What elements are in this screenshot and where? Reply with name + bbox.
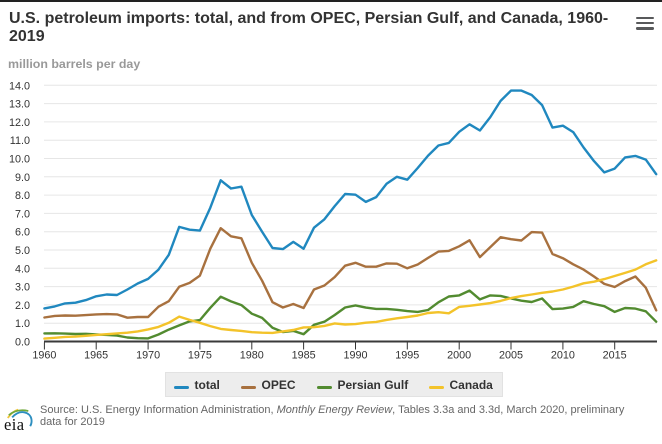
svg-text:7.0: 7.0 xyxy=(15,208,30,220)
svg-text:6.0: 6.0 xyxy=(15,227,30,239)
svg-text:2015: 2015 xyxy=(603,350,627,362)
svg-text:1995: 1995 xyxy=(395,350,419,362)
svg-text:1960: 1960 xyxy=(32,350,56,362)
svg-text:2000: 2000 xyxy=(447,350,471,362)
svg-text:1990: 1990 xyxy=(343,350,367,362)
svg-text:13.0: 13.0 xyxy=(9,99,30,111)
svg-text:1980: 1980 xyxy=(240,350,264,362)
svg-text:1965: 1965 xyxy=(84,350,108,362)
svg-text:5.0: 5.0 xyxy=(15,245,30,257)
svg-text:1.0: 1.0 xyxy=(15,318,30,330)
svg-text:10.0: 10.0 xyxy=(9,154,30,166)
svg-text:1970: 1970 xyxy=(136,350,160,362)
svg-text:2005: 2005 xyxy=(499,350,523,362)
svg-text:2010: 2010 xyxy=(551,350,575,362)
svg-text:2.0: 2.0 xyxy=(15,300,30,312)
svg-text:9.0: 9.0 xyxy=(15,172,30,184)
svg-text:11.0: 11.0 xyxy=(10,135,30,147)
svg-text:8.0: 8.0 xyxy=(15,190,30,202)
svg-text:4.0: 4.0 xyxy=(15,263,30,275)
svg-text:12.0: 12.0 xyxy=(9,117,30,129)
svg-text:1985: 1985 xyxy=(292,350,316,362)
svg-text:3.0: 3.0 xyxy=(15,282,30,294)
svg-text:14.0: 14.0 xyxy=(9,80,30,92)
svg-text:0.0: 0.0 xyxy=(15,337,30,349)
svg-text:1975: 1975 xyxy=(188,350,212,362)
svg-text:eia: eia xyxy=(4,415,25,434)
